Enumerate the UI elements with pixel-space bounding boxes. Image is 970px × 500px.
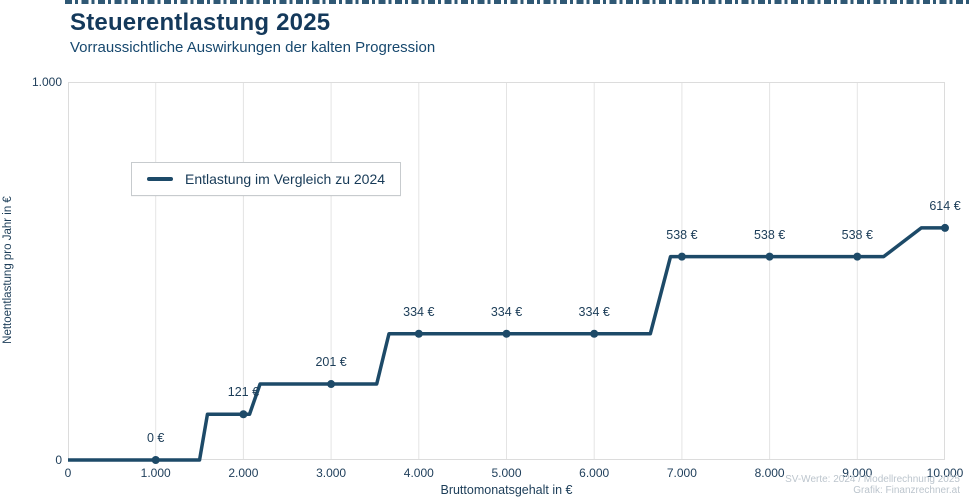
y-tick-label: 0 bbox=[55, 453, 62, 467]
data-point-label: 334 € bbox=[403, 304, 435, 319]
y-tick-label: 1.000 bbox=[31, 75, 62, 89]
legend: Entlastung im Vergleich zu 2024 bbox=[131, 162, 402, 196]
data-point-label: 334 € bbox=[490, 304, 523, 319]
plot-border bbox=[68, 82, 945, 460]
attribution: SV-Werte: 2024 / Modellrechnung 2025 Gra… bbox=[785, 474, 960, 496]
data-point-label: 614 € bbox=[929, 198, 961, 213]
chart-subtitle: Vorraussichtliche Auswirkungen der kalte… bbox=[70, 39, 436, 56]
x-tick-label: 5.000 bbox=[491, 466, 522, 480]
data-point-label: 201 € bbox=[315, 355, 347, 370]
data-point-label: 0 € bbox=[146, 431, 165, 445]
data-point bbox=[590, 329, 599, 338]
chart-title: Steuerentlastung 2025 bbox=[70, 9, 331, 36]
x-tick-label: 2.000 bbox=[228, 466, 259, 480]
x-tick-label: 6.000 bbox=[579, 466, 610, 480]
data-point-label: 538 € bbox=[841, 227, 873, 242]
x-tick-label: 9.000 bbox=[842, 466, 873, 480]
data-point bbox=[327, 380, 336, 389]
data-point-label: 538 € bbox=[753, 227, 786, 242]
data-point-label: 121 € bbox=[227, 385, 260, 400]
data-point bbox=[765, 252, 774, 261]
x-tick-label: 10.000 bbox=[926, 466, 964, 480]
x-tick-label: 1.000 bbox=[140, 466, 171, 480]
data-point bbox=[151, 456, 160, 464]
x-tick-label: 7.000 bbox=[666, 466, 697, 480]
data-point bbox=[941, 223, 949, 232]
data-point bbox=[239, 410, 248, 419]
data-point-label: 538 € bbox=[666, 227, 698, 242]
plot-area bbox=[68, 82, 949, 464]
top-edge-dash-pattern bbox=[65, 0, 970, 4]
series-line bbox=[68, 226, 945, 462]
data-point-label: 334 € bbox=[578, 304, 610, 319]
data-point bbox=[853, 252, 862, 261]
legend-line-swatch bbox=[147, 177, 173, 181]
x-tick-label: 8.000 bbox=[754, 466, 785, 480]
attribution-line-2: Grafik: Finanzrechner.at bbox=[853, 485, 960, 496]
plot-svg bbox=[68, 82, 949, 464]
data-point bbox=[677, 252, 686, 261]
attribution-line-1: SV-Werte: 2024 / Modellrechnung 2025 bbox=[785, 474, 960, 485]
data-point bbox=[414, 329, 423, 338]
legend-label: Entlastung im Vergleich zu 2024 bbox=[185, 171, 386, 187]
x-tick-label: 0 bbox=[64, 466, 72, 480]
x-tick-label: 4.000 bbox=[403, 466, 434, 480]
y-axis-title: Nettoentlastung pro Jahr in € bbox=[2, 196, 14, 344]
x-axis-title: Bruttomonatsgehalt in € bbox=[440, 483, 573, 497]
x-tick-label: 3.000 bbox=[316, 466, 347, 480]
data-point bbox=[502, 329, 511, 338]
